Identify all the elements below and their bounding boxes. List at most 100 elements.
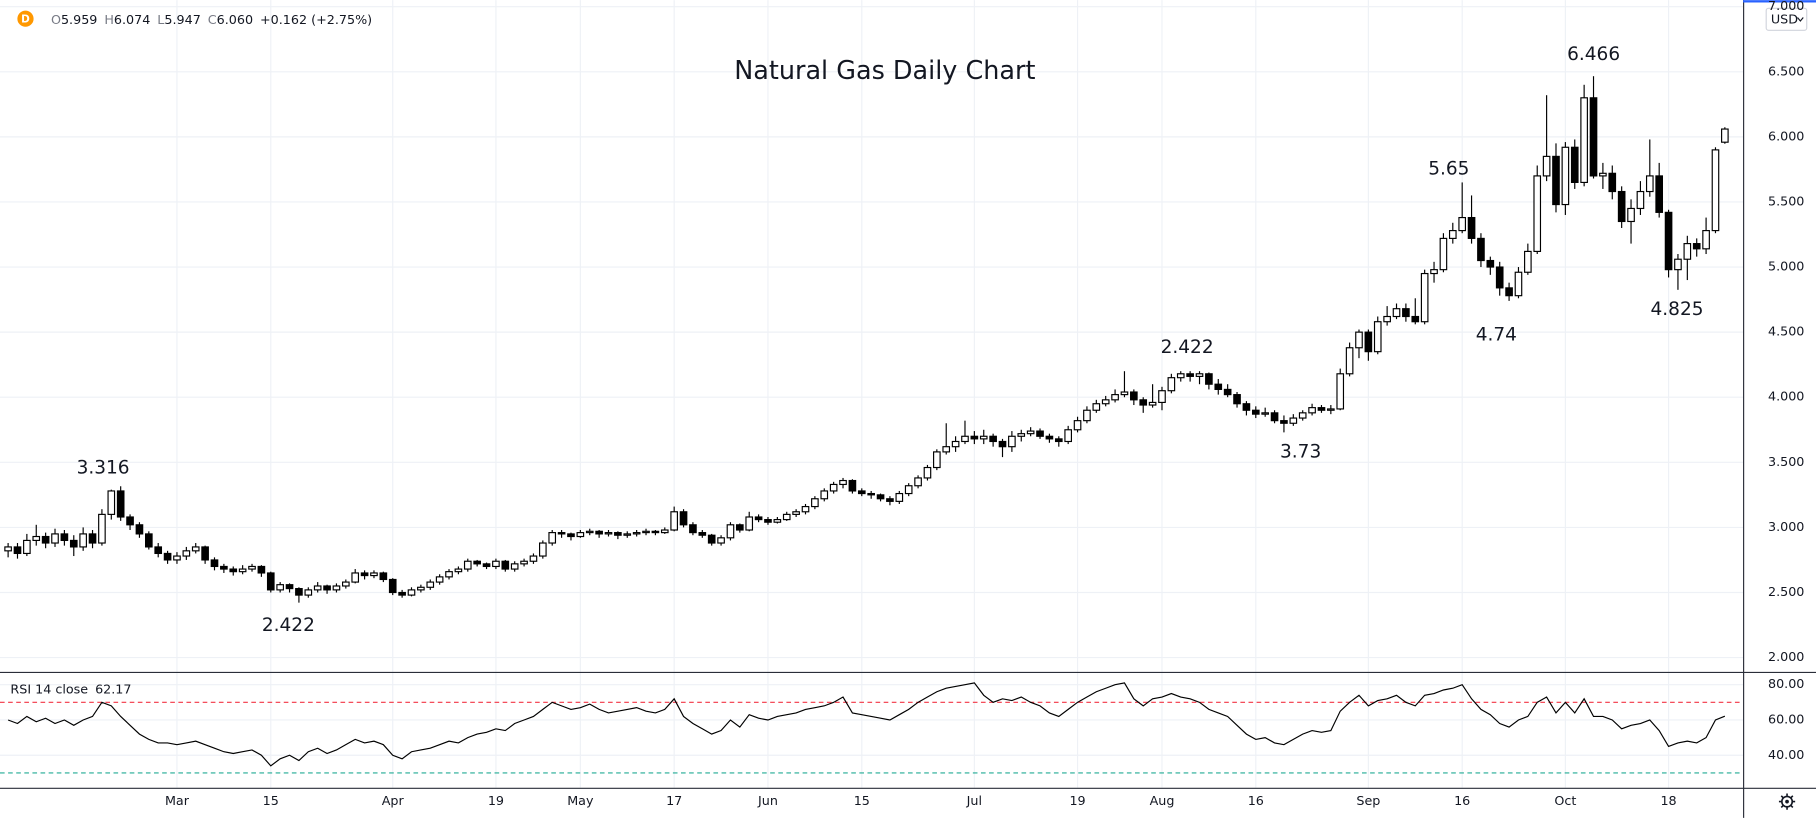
candle-body [98,513,106,544]
candle-body [745,516,754,531]
candle-body [1467,216,1476,239]
candle-body [1139,399,1148,406]
ohlc-value: 6.060 [217,12,253,27]
candle-body [792,511,800,515]
candle-body [1026,430,1035,435]
y-tick-label: 3.000 [1768,520,1804,535]
candle-body [454,568,463,573]
candle-body [595,530,603,535]
candle-body [1158,390,1166,404]
candle-body [1073,420,1082,431]
candle-body [1298,412,1307,419]
candle-body [1505,287,1513,297]
candle-body [1017,433,1026,437]
y-tick-label: 4.000 [1768,390,1804,405]
candle-body [1570,146,1579,184]
x-tick-label: Jun [757,794,778,809]
x-tick-label: May [567,794,594,809]
settings-button[interactable] [1778,793,1796,810]
candle-body [1008,435,1016,448]
candle-body [426,581,435,588]
candle-body [1627,207,1635,223]
candle-body [1036,430,1044,437]
rsi-tick-label: 40.00 [1768,748,1804,763]
candle-body [1064,429,1072,443]
candle-body [1448,230,1457,239]
y-tick-label: 2.500 [1768,585,1804,600]
rsi-tick-label: 60.00 [1768,712,1804,727]
candle-body [670,511,678,531]
candle-body [876,494,885,500]
ohlc-label: C [208,12,217,27]
chart-title: Natural Gas Daily Chart [734,56,1035,86]
candle-body [191,546,200,552]
candle-body [1439,237,1448,271]
candle-body [1120,391,1129,396]
candle-body [1402,308,1410,318]
candle-body [1533,175,1542,252]
candle-body [698,532,707,536]
candle-body [1148,401,1157,406]
candle-body [295,588,303,596]
candle-body [1561,146,1570,206]
candle-body [820,490,829,500]
candle-body [1383,315,1391,323]
ohlc-value: 6.074 [114,12,150,27]
candle-body [304,589,313,596]
candle-body [1270,412,1279,422]
candle-body [229,568,238,573]
candle-body [116,490,125,518]
x-tick-label: Mar [165,794,190,809]
candle-body [285,584,294,590]
x-tick-label: 15 [854,794,870,809]
candle-body [163,552,172,561]
rsi-title: RSI 14 close [10,682,88,697]
candle-body [1655,175,1664,213]
currency-button[interactable]: USD [1765,7,1808,31]
candle-body [904,485,913,495]
y-tick-label: 5.000 [1768,260,1804,275]
candle-body [707,534,716,544]
ohlc-legend: O5.959 H6.074 L5.947 C6.060 +0.162 (+2.75%) [51,12,372,27]
candle-body [1552,155,1560,206]
candle-body [1345,347,1354,375]
y-tick-label: 6.500 [1768,64,1804,79]
candle-body [266,572,275,591]
candle-body [379,572,388,581]
ohlc-label: O [51,12,61,27]
currency-label: USD [1771,12,1798,27]
gear-ring [1781,795,1794,808]
candle-body [1495,266,1504,289]
candle-body [1317,407,1326,411]
candle-body [623,533,632,536]
annotation: 2.422 [262,615,315,636]
candle-body [473,560,481,565]
y-tick-label: 3.500 [1768,455,1804,470]
candle-body [60,533,69,541]
candle-body [1524,250,1532,273]
candle-body [520,560,528,565]
candle-body [1261,412,1269,415]
rsi-last: 62.17 [95,682,131,697]
candle-body [773,519,782,523]
candle-body [1692,243,1701,250]
candle-body [492,560,500,568]
y-tick-label: 5.500 [1768,194,1804,209]
x-tick-label: 16 [1248,794,1264,809]
candle-body [398,591,406,596]
candle-body [13,546,22,555]
candle-body [1092,403,1101,411]
y-tick-label: 7.000 [1768,0,1804,14]
annotation: 4.74 [1476,324,1517,345]
candle-body [1130,391,1138,401]
candle-body [529,555,538,562]
candle-body [1251,409,1260,415]
candle-body [970,435,979,440]
candle-body [801,505,810,513]
candle-body [313,585,322,591]
candle-body [220,565,228,570]
candle-body [811,498,819,508]
candle-body [145,533,153,548]
candle-body [342,581,350,587]
